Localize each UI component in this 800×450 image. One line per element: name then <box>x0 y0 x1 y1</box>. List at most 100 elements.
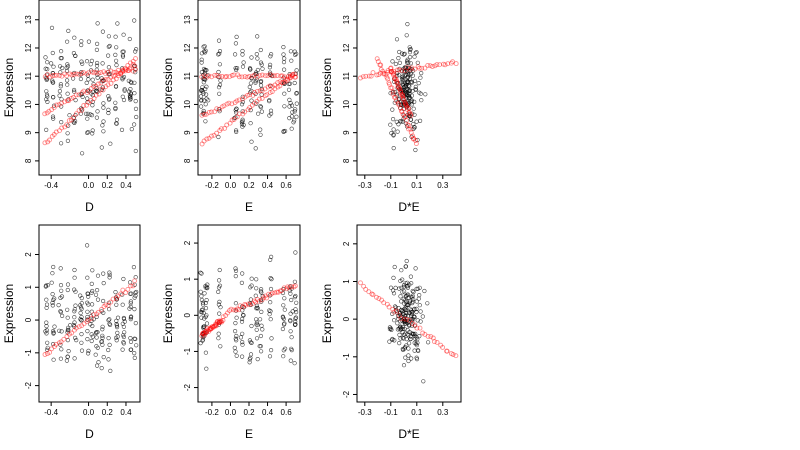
data-point <box>132 18 137 23</box>
data-point <box>114 117 120 122</box>
data-point <box>56 303 61 308</box>
data-point <box>199 104 204 109</box>
data-point <box>253 91 258 96</box>
fitted-point <box>386 80 392 86</box>
data-point <box>387 326 393 332</box>
fitted-point <box>101 69 107 75</box>
fitted-point <box>57 128 62 134</box>
fitted-point <box>204 136 210 142</box>
fitted-point <box>282 79 288 85</box>
data-point <box>233 336 238 341</box>
data-point <box>121 334 126 340</box>
y-tick-label: 8 <box>183 158 192 163</box>
data-point <box>107 270 112 275</box>
data-point <box>254 71 259 77</box>
fitted-point <box>115 71 121 77</box>
fitted-point <box>209 133 214 139</box>
data-point <box>249 323 254 329</box>
y-tick-label: 1 <box>342 279 351 284</box>
data-point <box>414 50 419 55</box>
data-point <box>44 97 49 102</box>
data-point <box>67 113 72 118</box>
fitted-point <box>396 102 402 108</box>
data-point <box>203 48 208 53</box>
data-point <box>101 101 106 106</box>
data-point <box>133 148 138 154</box>
data-point <box>258 47 263 53</box>
fitted-point <box>450 59 456 65</box>
data-point <box>254 336 260 341</box>
y-tick-label: -2 <box>342 390 351 398</box>
fitted-point <box>266 291 272 297</box>
fitted-point <box>270 73 276 79</box>
data-point <box>58 283 64 288</box>
data-point <box>238 335 243 340</box>
data-point <box>206 98 211 103</box>
data-point <box>391 288 396 293</box>
fitted-point <box>201 330 207 336</box>
fitted-point <box>396 312 402 318</box>
fitted-point <box>279 73 285 79</box>
fitted-point <box>205 327 211 333</box>
fitted-point <box>387 81 392 87</box>
data-point <box>257 344 262 349</box>
data-point <box>65 82 70 87</box>
fitted-point <box>277 83 283 89</box>
fitted-point <box>220 314 226 320</box>
data-point <box>121 324 126 329</box>
data-point <box>50 271 55 276</box>
fitted-point <box>242 109 248 115</box>
data-point <box>255 357 260 362</box>
fitted-point <box>363 73 369 79</box>
y-axis-label: Expression <box>161 58 175 117</box>
data-point <box>292 279 298 284</box>
data-point <box>203 102 208 107</box>
data-point <box>269 254 274 259</box>
data-point <box>43 55 48 60</box>
data-point <box>72 320 77 325</box>
fitted-point <box>363 286 369 292</box>
data-point <box>406 353 411 358</box>
fitted-point <box>402 101 408 107</box>
fitted-point <box>414 325 420 331</box>
data-point <box>108 141 113 146</box>
data-point <box>399 326 404 331</box>
data-point <box>100 123 105 128</box>
y-tick-label: 2 <box>342 241 351 246</box>
data-point <box>100 85 105 90</box>
fitted-point <box>395 81 401 87</box>
data-point <box>128 97 133 102</box>
fitted-point <box>394 79 400 85</box>
data-point <box>52 324 57 329</box>
data-point <box>128 301 133 306</box>
fitted-point <box>231 117 237 122</box>
data-point <box>51 297 56 303</box>
data-point <box>281 44 286 50</box>
fitted-point <box>245 107 251 113</box>
data-point <box>72 70 77 76</box>
data-point <box>233 115 238 120</box>
fitted-point <box>267 90 273 95</box>
data-point <box>259 92 264 97</box>
data-point <box>405 332 410 337</box>
fitted-point <box>202 330 208 336</box>
data-point <box>93 352 98 357</box>
fitted-point <box>216 320 221 326</box>
data-point <box>425 301 430 306</box>
data-point <box>50 78 55 83</box>
data-point <box>113 295 119 300</box>
data-point <box>132 282 137 287</box>
fitted-point <box>377 62 383 68</box>
data-point <box>240 64 246 69</box>
data-point <box>394 37 400 42</box>
x-tick-label: -0.4 <box>44 408 58 417</box>
fitted-point <box>391 309 397 315</box>
data-point <box>198 88 204 93</box>
data-point <box>50 71 55 76</box>
data-point <box>281 303 286 308</box>
fitted-point <box>126 68 132 74</box>
fitted-point <box>110 77 116 83</box>
black-points <box>388 22 428 153</box>
data-point <box>45 283 51 288</box>
fitted-point <box>415 64 421 70</box>
